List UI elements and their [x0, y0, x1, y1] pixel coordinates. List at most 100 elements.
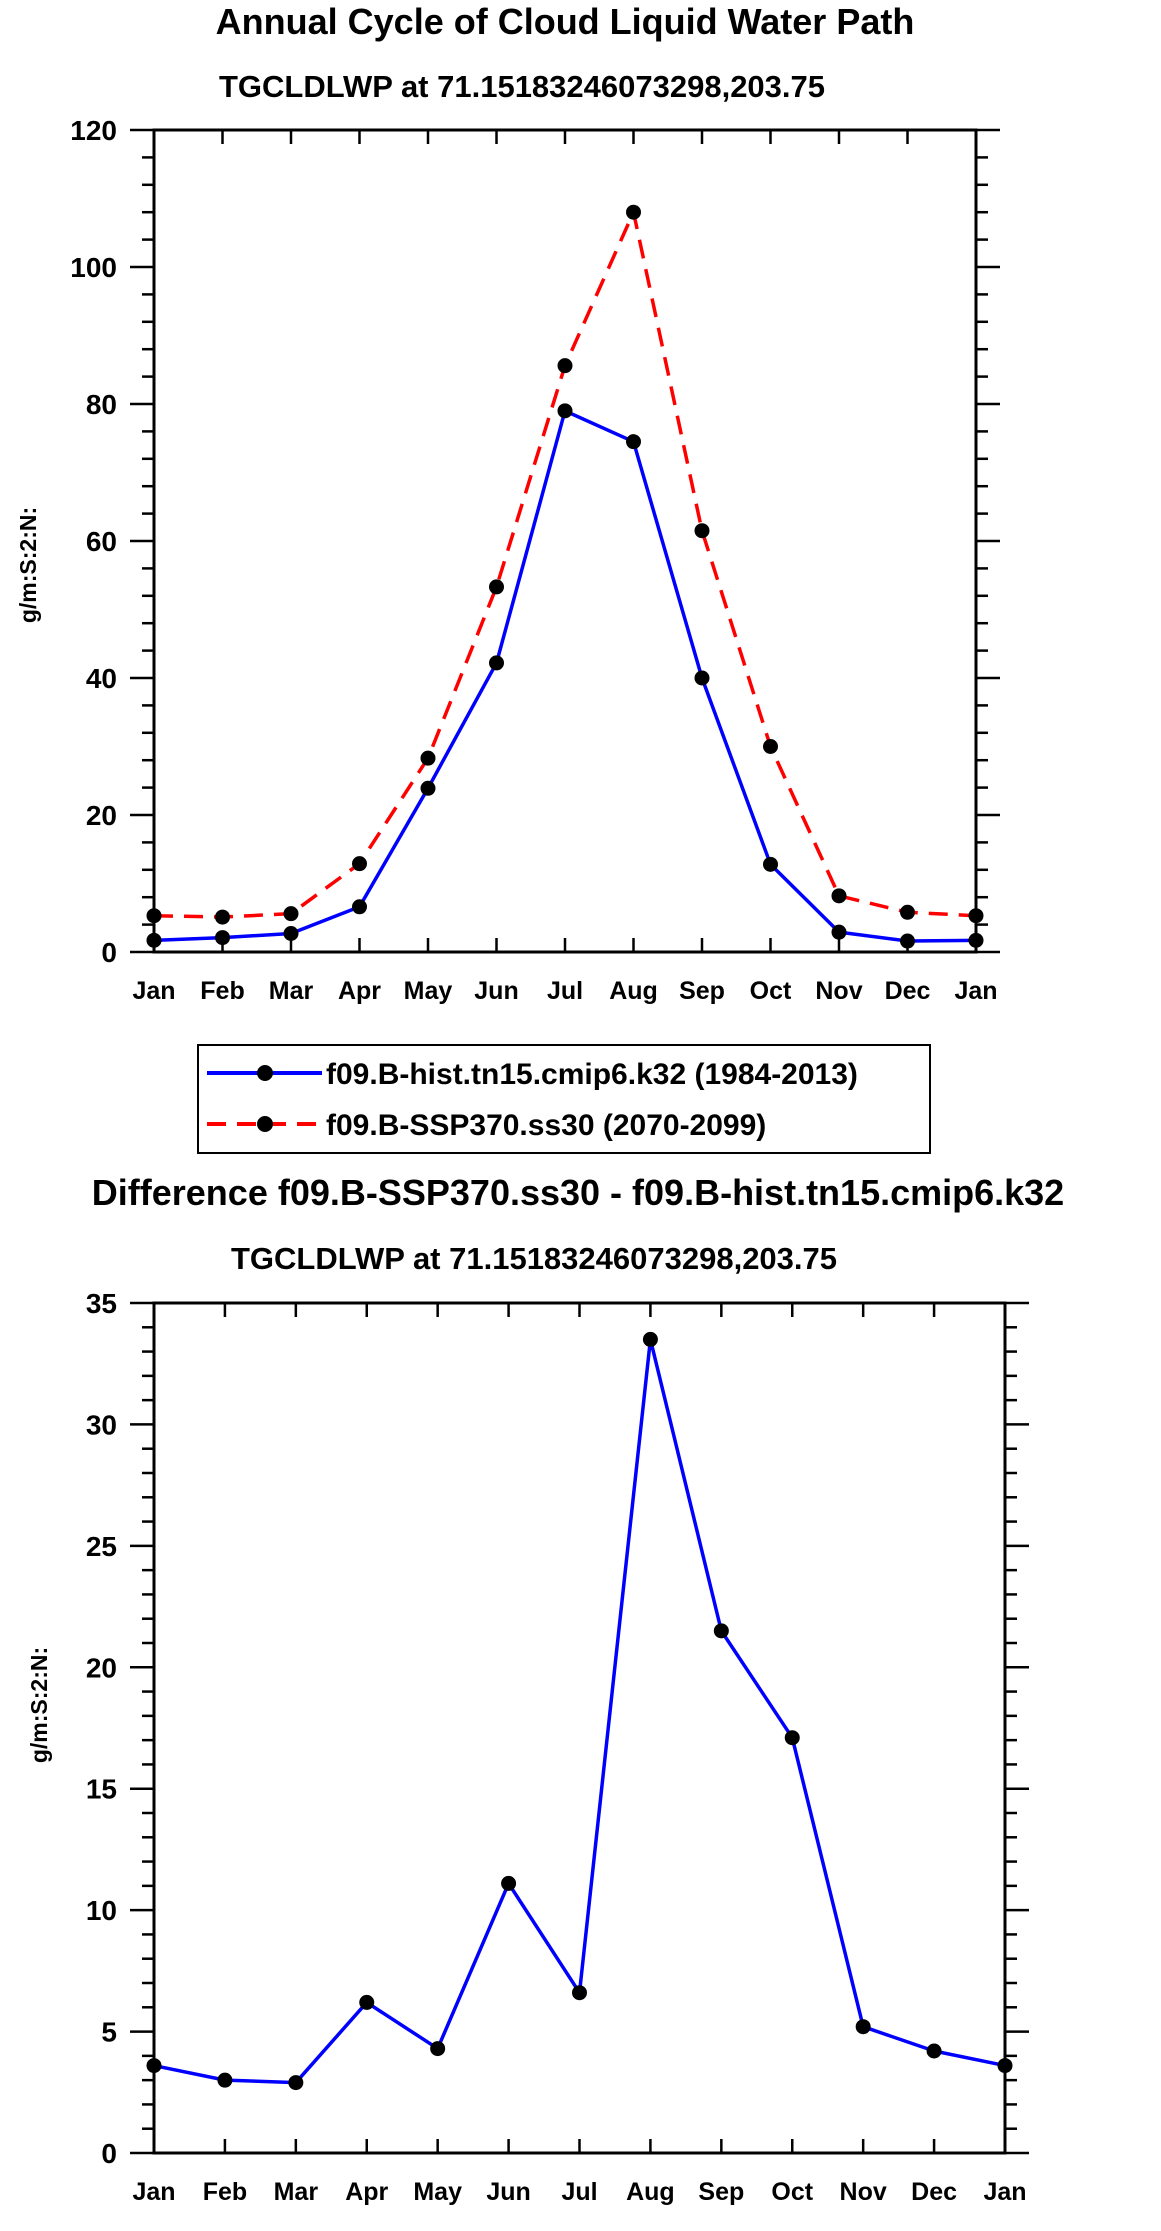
- x-tick-label: Mar: [269, 977, 314, 1005]
- data-point: [900, 904, 915, 920]
- y-tick-label: 80: [86, 389, 117, 420]
- x-tick-label: Nov: [840, 2178, 887, 2206]
- data-point: [146, 908, 162, 924]
- plot-frame: [152, 128, 978, 954]
- legend-marker-ssp370: [257, 1116, 273, 1132]
- data-point: [855, 2019, 871, 2035]
- y-tick-label: 35: [86, 1288, 117, 1319]
- data-point: [968, 908, 984, 924]
- chart1-ylabel: g/m:S:2:N:: [15, 507, 41, 623]
- x-tick-label: Jan: [132, 977, 175, 1005]
- x-tick-label: Mar: [274, 2178, 319, 2206]
- x-tick-label: Jun: [474, 977, 518, 1005]
- x-tick-label: Dec: [911, 2178, 957, 2206]
- data-point: [784, 1730, 800, 1746]
- data-point: [489, 655, 504, 671]
- data-point: [489, 579, 504, 595]
- chart1-legend: f09.B-hist.tn15.cmip6.k32 (1984-2013) f0…: [197, 1044, 931, 1154]
- data-point: [694, 670, 710, 686]
- y-tick-label: 100: [70, 252, 117, 283]
- data-point: [572, 1985, 587, 2001]
- y-tick-label: 0: [101, 2138, 117, 2169]
- plot-frame: [152, 1301, 1007, 2155]
- y-tick-label: 40: [86, 663, 117, 694]
- legend-label-historical: f09.B-hist.tn15.cmip6.k32 (1984-2013): [326, 1058, 858, 1091]
- data-point: [642, 1331, 658, 1347]
- x-tick-label: Jul: [561, 2178, 597, 2206]
- y-tick-label: 60: [86, 526, 117, 557]
- x-tick-label: Aug: [609, 977, 658, 1005]
- x-tick-label: Jul: [547, 977, 583, 1005]
- chart2-subtitle: TGCLDLWP at 71.15183246073298,203.75: [231, 1241, 837, 1276]
- series-line: [153, 1337, 1006, 2085]
- x-tick-label: Sep: [679, 977, 725, 1005]
- y-tick-label: 10: [86, 1895, 117, 1926]
- x-tick-label: Jan: [132, 2178, 175, 2206]
- legend-box: [197, 1044, 931, 1154]
- y-tick-label: 5: [101, 2017, 117, 2048]
- data-point: [831, 924, 847, 940]
- data-point: [694, 523, 710, 539]
- y-tick-label: 15: [86, 1774, 117, 1805]
- data-point: [430, 2041, 446, 2057]
- y-tick-label: 20: [86, 800, 117, 831]
- data-point: [215, 930, 230, 946]
- data-point: [626, 434, 641, 450]
- x-tick-label: Feb: [200, 977, 244, 1005]
- data-point: [763, 739, 778, 754]
- data-point: [626, 204, 641, 220]
- data-point: [926, 2043, 942, 2059]
- y-tick-label: 25: [86, 1531, 117, 1562]
- data-point: [763, 856, 778, 872]
- series-line: [153, 210, 977, 919]
- x-tick-label: May: [404, 977, 453, 1005]
- legend-label-ssp370: f09.B-SSP370.ss30 (2070-2099): [326, 1109, 766, 1142]
- data-point: [359, 1994, 375, 2010]
- series-line: [153, 409, 977, 943]
- x-tick-label: Sep: [698, 2178, 744, 2206]
- x-tick-label: Oct: [771, 2178, 813, 2206]
- x-tick-label: Jan: [983, 2178, 1026, 2206]
- x-tick-label: Jun: [486, 2178, 530, 2206]
- data-point: [420, 750, 436, 766]
- x-tick-label: Feb: [203, 2178, 247, 2206]
- data-point: [420, 780, 436, 796]
- y-tick-label: 30: [86, 1409, 117, 1440]
- y-tick-label: 20: [86, 1652, 117, 1683]
- x-tick-label: Nov: [815, 977, 862, 1005]
- data-point: [713, 1623, 729, 1639]
- x-tick-label: Aug: [626, 2178, 675, 2206]
- legend-entry-ssp370: f09.B-SSP370.ss30 (2070-2099): [207, 1109, 766, 1142]
- legend-marker-historical: [257, 1065, 273, 1081]
- chart2-plot: Jan Feb Mar Apr May Jun Jul Aug Sep Oct Nov Dec Jan 0…: [86, 1288, 1029, 2206]
- data-point: [217, 2072, 233, 2088]
- data-point: [283, 926, 299, 942]
- x-tick-label: Dec: [885, 977, 931, 1005]
- data-point: [352, 856, 367, 872]
- chart2-title: Difference f09.B-SSP370.ss30 - f09.B-his…: [92, 1172, 1064, 1213]
- chart1-plot: Jan Feb Mar Apr May Jun Jul Aug Sep Oct Nov Dec Jan 0…: [70, 115, 1000, 1005]
- data-point: [501, 1875, 517, 1891]
- data-point: [968, 932, 984, 948]
- data-point: [997, 2058, 1013, 2074]
- data-point: [557, 358, 573, 374]
- data-point: [900, 933, 915, 949]
- data-point: [557, 403, 573, 419]
- x-tick-label: Apr: [345, 2178, 388, 2206]
- chart2-ylabel: g/m:S:2:N:: [26, 1647, 52, 1763]
- data-point: [215, 909, 230, 925]
- x-tick-label: Jan: [954, 977, 997, 1005]
- chart1-title: Annual Cycle of Cloud Liquid Water Path: [216, 1, 915, 42]
- x-tick-label: Apr: [338, 977, 381, 1005]
- y-tick-label: 0: [101, 937, 117, 968]
- data-point: [831, 888, 847, 904]
- data-point: [146, 932, 162, 948]
- y-tick-label: 120: [70, 115, 117, 146]
- data-point: [283, 906, 299, 922]
- data-point: [288, 2075, 304, 2091]
- legend-entry-historical: f09.B-hist.tn15.cmip6.k32 (1984-2013): [207, 1058, 858, 1091]
- x-tick-label: Oct: [750, 977, 792, 1005]
- data-point: [352, 899, 367, 915]
- x-tick-label: May: [413, 2178, 462, 2206]
